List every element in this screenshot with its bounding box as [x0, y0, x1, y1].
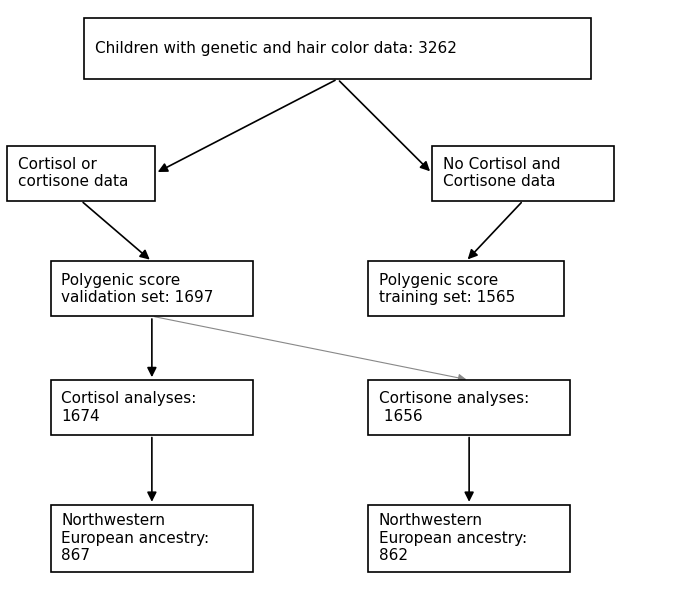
- FancyBboxPatch shape: [432, 146, 614, 201]
- FancyBboxPatch shape: [51, 261, 253, 316]
- FancyBboxPatch shape: [84, 18, 591, 79]
- FancyBboxPatch shape: [51, 380, 253, 435]
- FancyBboxPatch shape: [7, 146, 155, 201]
- Text: Cortisone analyses:
 1656: Cortisone analyses: 1656: [379, 391, 529, 424]
- FancyBboxPatch shape: [368, 261, 564, 316]
- Text: No Cortisol and
Cortisone data: No Cortisol and Cortisone data: [443, 157, 560, 190]
- Text: Northwestern
European ancestry:
862: Northwestern European ancestry: 862: [379, 513, 526, 563]
- FancyBboxPatch shape: [368, 505, 570, 572]
- Text: Children with genetic and hair color data: 3262: Children with genetic and hair color dat…: [95, 41, 457, 56]
- FancyBboxPatch shape: [51, 505, 253, 572]
- Text: Polygenic score
training set: 1565: Polygenic score training set: 1565: [379, 272, 515, 305]
- Text: Cortisol analyses:
1674: Cortisol analyses: 1674: [61, 391, 197, 424]
- Text: Polygenic score
validation set: 1697: Polygenic score validation set: 1697: [61, 272, 214, 305]
- Text: Cortisol or
cortisone data: Cortisol or cortisone data: [18, 157, 128, 190]
- FancyBboxPatch shape: [368, 380, 570, 435]
- Text: Northwestern
European ancestry:
867: Northwestern European ancestry: 867: [61, 513, 209, 563]
